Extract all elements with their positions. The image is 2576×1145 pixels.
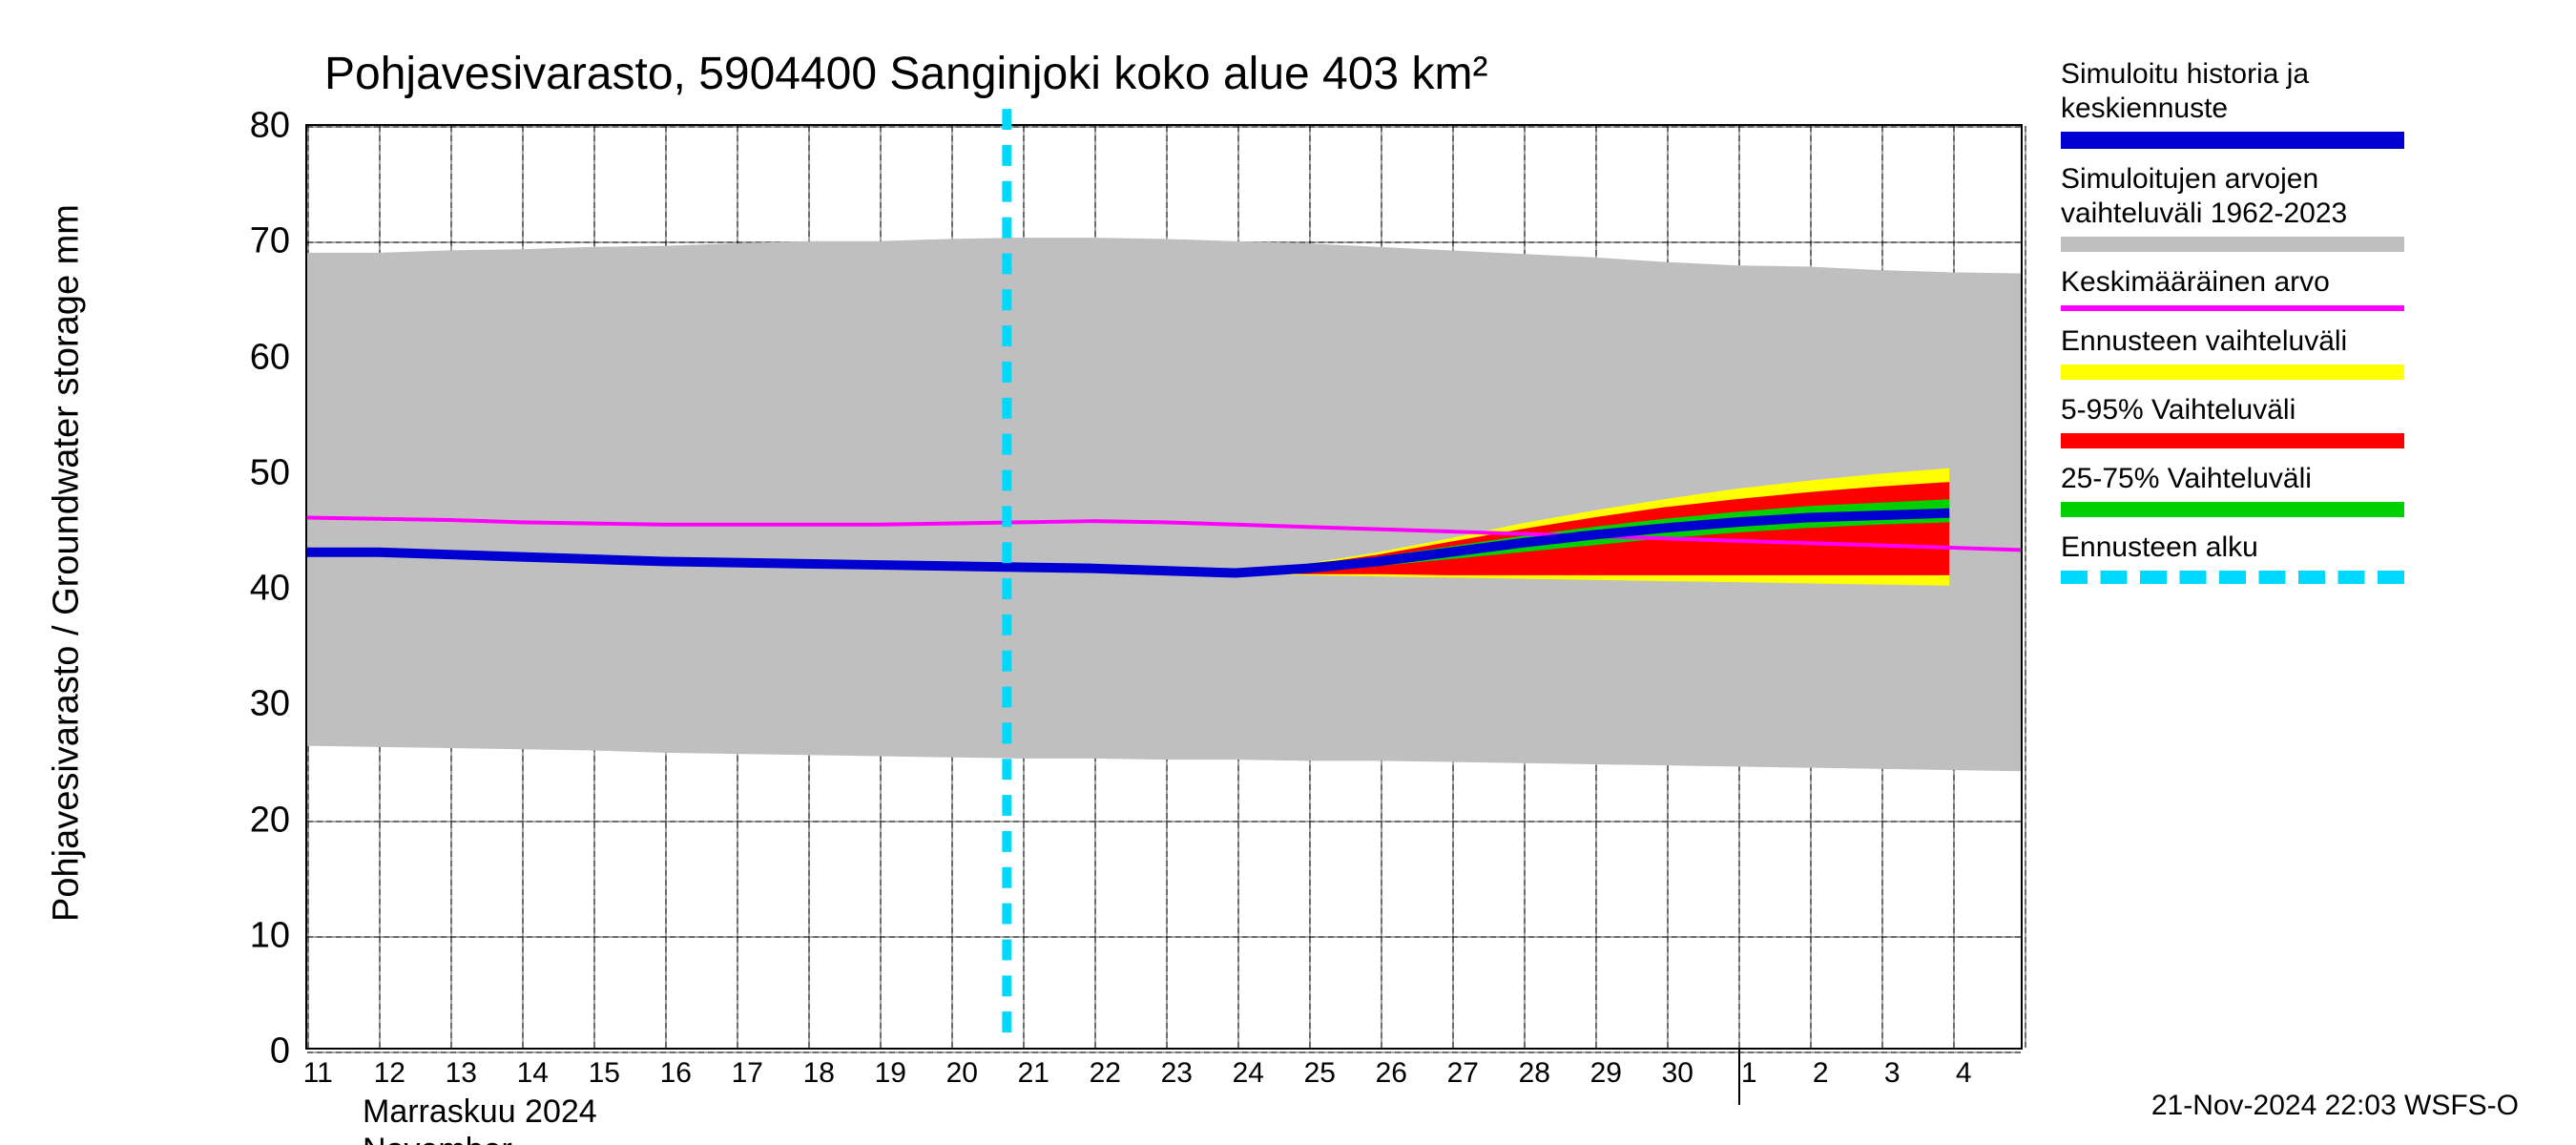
y-axis-title: Pohjavesivarasto / Groundwater storage m…: [47, 204, 88, 922]
footer-timestamp: 21-Nov-2024 22:03 WSFS-O: [2151, 1090, 2519, 1122]
x-tick-label: 3: [1884, 1048, 1901, 1090]
x-tick-label: 14: [517, 1048, 549, 1090]
legend-swatch: [2061, 364, 2404, 380]
x-tick-label: 20: [946, 1048, 978, 1090]
x-tick-label: 28: [1519, 1048, 1550, 1090]
y-tick-label: 70: [250, 221, 307, 262]
x-tick-label: 19: [875, 1048, 906, 1090]
legend: Simuloitu historia jakeskiennusteSimuloi…: [2061, 57, 2404, 597]
legend-text: Simuloitujen arvojen: [2061, 162, 2404, 197]
legend-swatch: [2061, 571, 2404, 584]
x-tick-label: 15: [589, 1048, 620, 1090]
legend-swatch: [2061, 433, 2404, 448]
legend-text: Ennusteen alku: [2061, 531, 2404, 565]
chart-root: Pohjavesivarasto / Groundwater storage m…: [0, 0, 2576, 1145]
legend-text: Simuloitu historia ja: [2061, 57, 2404, 92]
x-tick-label: 11: [303, 1048, 333, 1090]
series-svg: [307, 126, 2021, 1048]
y-tick-label: 30: [250, 684, 307, 725]
legend-swatch: [2061, 132, 2404, 149]
x-tick-label: 2: [1813, 1048, 1829, 1090]
x-tick-label: 1: [1741, 1048, 1757, 1090]
legend-text: Keskimääräinen arvo: [2061, 265, 2404, 300]
x-tick-label: 24: [1233, 1048, 1264, 1090]
x-tick-label: 30: [1662, 1048, 1693, 1090]
x-tick-label: 26: [1376, 1048, 1407, 1090]
y-tick-label: 10: [250, 915, 307, 956]
legend-text: Ennusteen vaihteluväli: [2061, 324, 2404, 359]
x-tick-label: 25: [1304, 1048, 1336, 1090]
x-tick-label: 13: [446, 1048, 477, 1090]
x-tick-label: 18: [803, 1048, 835, 1090]
month-boundary-tick: [1738, 1048, 1740, 1105]
legend-item: Simuloitu historia jakeskiennuste: [2061, 57, 2404, 149]
legend-swatch: [2061, 502, 2404, 517]
chart-title: Pohjavesivarasto, 5904400 Sanginjoki kok…: [324, 48, 1487, 100]
legend-swatch: [2061, 305, 2404, 311]
y-tick-label: 60: [250, 337, 307, 378]
x-tick-label: 29: [1590, 1048, 1622, 1090]
y-tick-label: 40: [250, 569, 307, 610]
y-tick-label: 50: [250, 452, 307, 493]
x-tick-label: 23: [1161, 1048, 1193, 1090]
legend-text: 25-75% Vaihteluväli: [2061, 462, 2404, 496]
legend-item: Ennusteen vaihteluväli: [2061, 324, 2404, 380]
y-tick-label: 20: [250, 800, 307, 841]
plot-area: 0102030405060708011121314151617181920212…: [305, 124, 2023, 1050]
y-tick-label: 80: [250, 106, 307, 147]
legend-text: vaihteluväli 1962-2023: [2061, 197, 2404, 231]
gridline-v: [2025, 126, 2026, 1048]
x-tick-label: 21: [1018, 1048, 1049, 1090]
legend-item: Ennusteen alku: [2061, 531, 2404, 584]
month-label-fi: Marraskuu 2024: [363, 1093, 597, 1131]
legend-item: Keskimääräinen arvo: [2061, 265, 2404, 311]
legend-item: 25-75% Vaihteluväli: [2061, 462, 2404, 517]
x-tick-label: 27: [1447, 1048, 1479, 1090]
x-tick-label: 17: [732, 1048, 763, 1090]
legend-text: keskiennuste: [2061, 92, 2404, 126]
x-tick-label: 16: [660, 1048, 692, 1090]
legend-item: Simuloitujen arvojenvaihteluväli 1962-20…: [2061, 162, 2404, 252]
x-tick-label: 22: [1090, 1048, 1121, 1090]
x-tick-label: 4: [1956, 1048, 1972, 1090]
month-label-en: November: [363, 1132, 512, 1145]
y-tick-label: 0: [270, 1031, 307, 1072]
legend-text: 5-95% Vaihteluväli: [2061, 393, 2404, 427]
legend-item: 5-95% Vaihteluväli: [2061, 393, 2404, 448]
legend-swatch: [2061, 237, 2404, 252]
x-tick-label: 12: [374, 1048, 405, 1090]
